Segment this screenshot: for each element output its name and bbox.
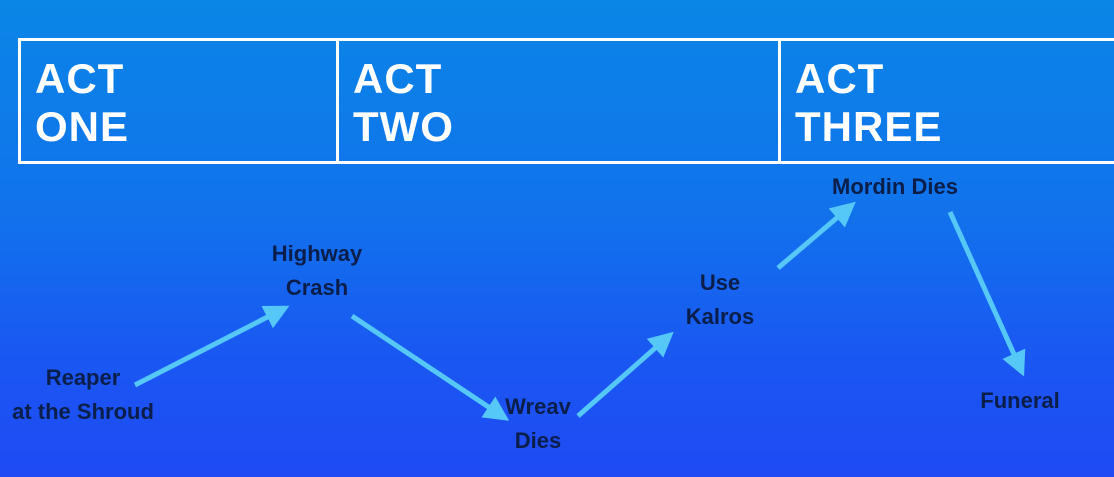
act-three-cell: ACT THREE [778,41,1114,161]
event-funeral: Funeral [965,384,1075,418]
act-three-line1: ACT [795,55,885,102]
act-two-line1: ACT [353,55,443,102]
acts-header-table: ACT ONE ACT TWO ACT THREE [18,38,1114,164]
event-label-line: Highway [271,241,363,266]
event-label-line: Dies [514,428,562,453]
event-label-line: Crash [285,275,349,300]
arrow-mordin-to-funeral [947,210,1026,377]
event-label-line: Reaper [45,365,121,390]
event-label-line: Wreav [505,394,571,419]
event-label-line: Use [699,270,741,295]
act-one-line1: ACT [35,55,125,102]
event-mordin-dies: Mordin Dies [810,170,980,204]
arrow-kalros-to-mordin [776,201,856,270]
act-one-line2: ONE [35,103,130,150]
act-two-line2: TWO [353,103,454,150]
arrow-highway-to-wreav [350,313,510,421]
event-reaper-at-the-shroud: Reaper at the Shroud [0,361,168,429]
event-label-line: Mordin Dies [832,174,958,199]
event-use-kalros: Use Kalros [670,266,770,334]
event-label-line: at the Shroud [12,399,154,424]
arrow-reaper-to-highway [133,305,290,388]
act-three-line2: THREE [795,103,943,150]
event-wreav-dies: Wreav Dies [488,390,588,458]
arrow-wreav-to-kalros [576,331,674,418]
event-label-line: Kalros [685,304,755,329]
act-two-cell: ACT TWO [336,41,778,161]
event-label-line: Funeral [980,388,1060,413]
event-highway-crash: Highway Crash [252,237,382,305]
act-one-cell: ACT ONE [21,41,336,161]
